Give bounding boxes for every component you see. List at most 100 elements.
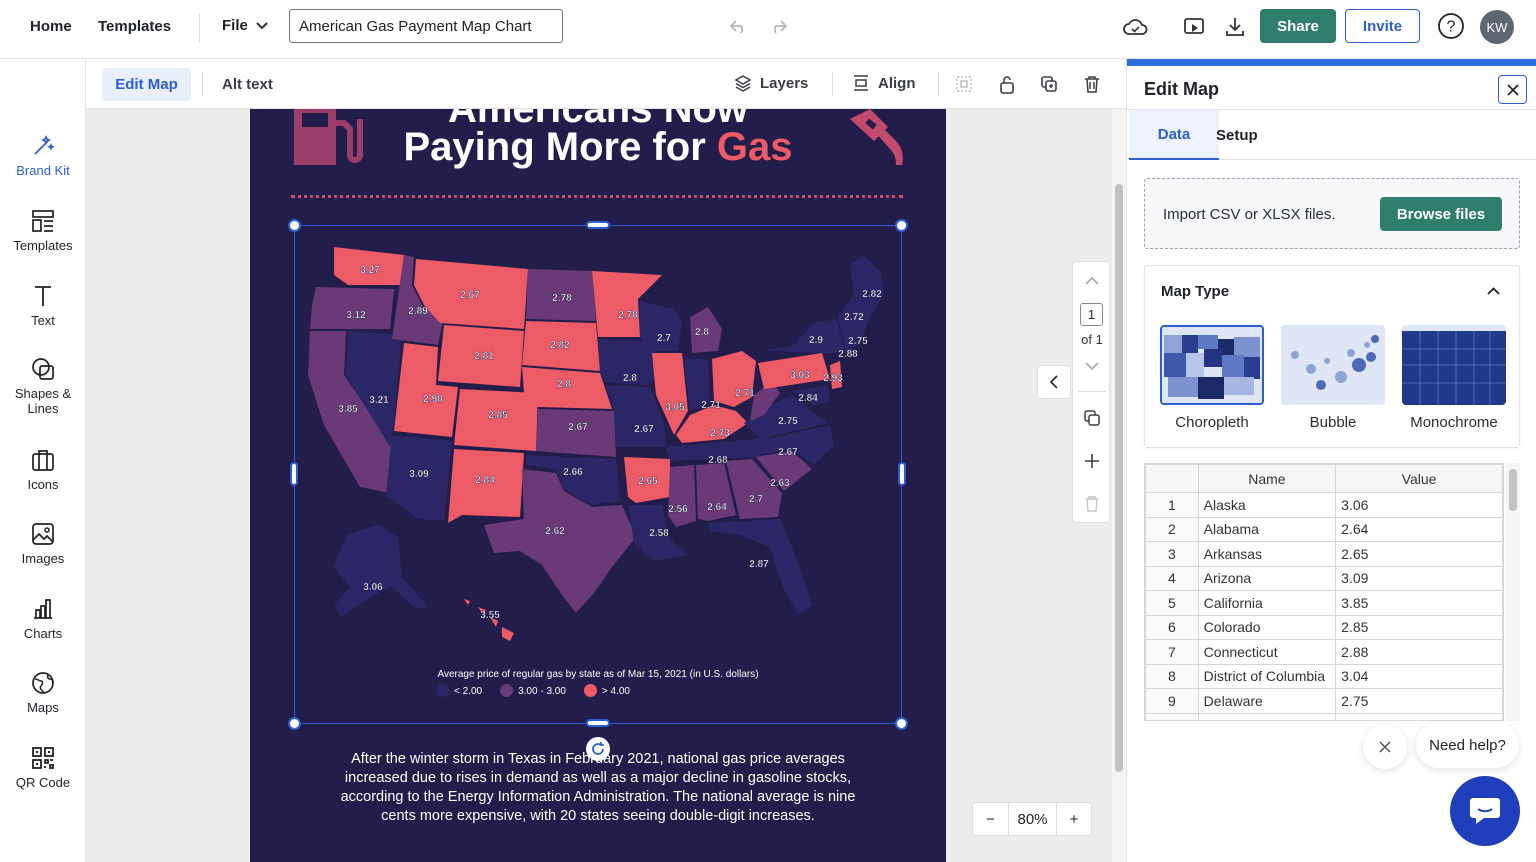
map-type-bubble[interactable]: Bubble	[1281, 325, 1385, 431]
sidebar-item-images[interactable]: Images	[0, 521, 86, 566]
cell-value[interactable]: 3.85	[1335, 590, 1503, 616]
file-menu[interactable]: File	[222, 17, 268, 34]
sidebar-item-templates[interactable]: Templates	[0, 208, 86, 253]
browse-files-button[interactable]: Browse files	[1380, 197, 1502, 231]
sidebar-item-shapes[interactable]: Shapes & Lines	[0, 356, 86, 416]
resize-handle-bottom-right[interactable]	[895, 717, 908, 730]
cell-name[interactable]: Florida	[1197, 712, 1337, 720]
zoom-level[interactable]: 80%	[1009, 803, 1057, 835]
us-choropleth-map[interactable]: 3.27 2.67 2.78 3.12 2.89 2.78 2.82 2.7 2.8 2.81 2.…	[294, 225, 902, 665]
infographic-canvas[interactable]: Americans Now Paying More for Gas	[250, 109, 946, 862]
align-button[interactable]: Align	[852, 74, 916, 92]
resize-handle-top-left[interactable]	[288, 219, 301, 232]
table-row[interactable]: 9 Delaware 2.75	[1145, 688, 1503, 714]
chevron-up-icon[interactable]	[1082, 272, 1102, 288]
cell-name[interactable]: Delaware	[1197, 688, 1337, 714]
table-row[interactable]: 8 District of Columbia 3.04	[1145, 663, 1503, 689]
cell-name[interactable]: Arkansas	[1197, 541, 1337, 567]
cell-name[interactable]: Connecticut	[1197, 639, 1337, 665]
cell-name[interactable]: Alabama	[1197, 516, 1337, 542]
need-help-bubble[interactable]: Need help?	[1416, 722, 1519, 768]
sidebar-item-brand-kit[interactable]: Brand Kit	[0, 133, 86, 178]
download-icon[interactable]	[1222, 14, 1248, 40]
avatar[interactable]: KW	[1480, 10, 1514, 44]
dismiss-help-button[interactable]	[1363, 725, 1407, 769]
table-row[interactable]: 5 California 3.85	[1145, 590, 1503, 616]
cell-value[interactable]: 2.88	[1335, 639, 1503, 665]
undo-icon[interactable]	[728, 16, 750, 38]
help-icon[interactable]: ?	[1437, 12, 1465, 40]
table-row[interactable]: 6 Colorado 2.85	[1145, 614, 1503, 640]
column-header-value[interactable]: Value	[1335, 464, 1503, 493]
cell-value[interactable]: 2.85	[1335, 614, 1503, 640]
cloud-sync-icon[interactable]	[1121, 14, 1149, 40]
zoom-in-button[interactable]: +	[1069, 810, 1079, 828]
edit-map-button[interactable]: Edit Map	[102, 68, 191, 101]
duplicate-icon[interactable]	[1039, 74, 1059, 94]
templates-link[interactable]: Templates	[98, 18, 172, 35]
tab-data[interactable]: Data	[1129, 110, 1219, 160]
lock-icon[interactable]	[997, 74, 1017, 94]
cell-value[interactable]: 2.65	[1335, 541, 1503, 567]
cell-value[interactable]: 2.75	[1335, 688, 1503, 714]
table-scrollbar-thumb[interactable]	[1509, 469, 1517, 511]
invite-button[interactable]: Invite	[1345, 9, 1420, 43]
cell-name[interactable]: California	[1197, 590, 1337, 616]
sidebar-item-qr-code[interactable]: QR Code	[0, 745, 86, 790]
cell-name[interactable]: Alaska	[1197, 492, 1337, 518]
cell-value[interactable]: 3.04	[1335, 663, 1503, 689]
cell-name[interactable]: District of Columbia	[1197, 663, 1337, 689]
present-icon[interactable]	[1181, 14, 1207, 40]
sidebar-item-maps[interactable]: Maps	[0, 670, 86, 715]
canvas-scrollbar-thumb[interactable]	[1115, 184, 1123, 772]
table-row[interactable]: 10Florida2.87	[1145, 712, 1503, 720]
sidebar-item-text[interactable]: Text	[0, 283, 86, 328]
cell-name[interactable]: Arizona	[1197, 565, 1337, 591]
table-row[interactable]: 2 Alabama 2.64	[1145, 516, 1503, 542]
column-header-name[interactable]: Name	[1197, 464, 1337, 493]
table-scrollbar[interactable]	[1506, 463, 1520, 721]
sidebar-item-charts[interactable]: Charts	[0, 596, 86, 641]
poster-body-text[interactable]: After the winter storm in Texas in Febru…	[340, 751, 856, 824]
add-page-icon[interactable]	[1082, 451, 1102, 471]
map-type-choropleth[interactable]: Choropleth	[1160, 325, 1264, 431]
sidebar-item-icons[interactable]: Icons	[0, 447, 86, 492]
map-type-monochrome[interactable]: Monochrome	[1402, 325, 1506, 431]
resize-handle-bottom[interactable]	[586, 719, 610, 727]
rotate-icon[interactable]	[586, 737, 610, 761]
cell-name[interactable]: Colorado	[1197, 614, 1337, 640]
delete-page-icon[interactable]	[1082, 494, 1102, 514]
chat-button[interactable]	[1450, 776, 1520, 846]
layers-button[interactable]: Layers	[734, 74, 808, 92]
document-title-input[interactable]	[289, 9, 563, 43]
table-row[interactable]: 3 Arkansas 2.65	[1145, 541, 1503, 567]
chevron-up-icon[interactable]	[1484, 282, 1502, 300]
table-row[interactable]: 7 Connecticut 2.88	[1145, 639, 1503, 665]
import-dropzone[interactable]: Import CSV or XLSX files. Browse files	[1144, 178, 1520, 249]
cell-value[interactable]: 3.06	[1335, 492, 1503, 518]
crop-icon[interactable]	[954, 74, 974, 94]
cell-value[interactable]: 3.09	[1335, 565, 1503, 591]
collapse-panel-button[interactable]	[1037, 365, 1071, 399]
delete-icon[interactable]	[1082, 74, 1102, 94]
resize-handle-bottom-left[interactable]	[288, 717, 301, 730]
cell-value[interactable]: 2.64	[1335, 516, 1503, 542]
redo-icon[interactable]	[767, 16, 789, 38]
data-table[interactable]: Name Value 1 Alaska 3.06 2 Alabama 2.64 3 Arkan…	[1144, 463, 1504, 721]
share-button[interactable]: Share	[1260, 9, 1336, 43]
close-panel-button[interactable]	[1498, 75, 1527, 104]
resize-handle-left[interactable]	[290, 462, 298, 486]
duplicate-page-icon[interactable]	[1082, 408, 1102, 428]
home-link[interactable]: Home	[30, 18, 72, 35]
table-row[interactable]: 1 Alaska 3.06	[1145, 492, 1503, 518]
chevron-down-icon[interactable]	[1082, 358, 1102, 374]
tab-setup[interactable]: Setup	[1216, 127, 1258, 144]
zoom-out-button[interactable]: −	[973, 803, 1009, 835]
page-number-input[interactable]: 1	[1080, 303, 1103, 326]
cell-value[interactable]: 2.87	[1335, 712, 1503, 720]
resize-handle-top-right[interactable]	[895, 219, 908, 232]
resize-handle-top[interactable]	[586, 221, 610, 229]
alt-text-button[interactable]: Alt text	[222, 76, 273, 93]
resize-handle-right[interactable]	[898, 462, 906, 486]
table-row[interactable]: 4 Arizona 3.09	[1145, 565, 1503, 591]
